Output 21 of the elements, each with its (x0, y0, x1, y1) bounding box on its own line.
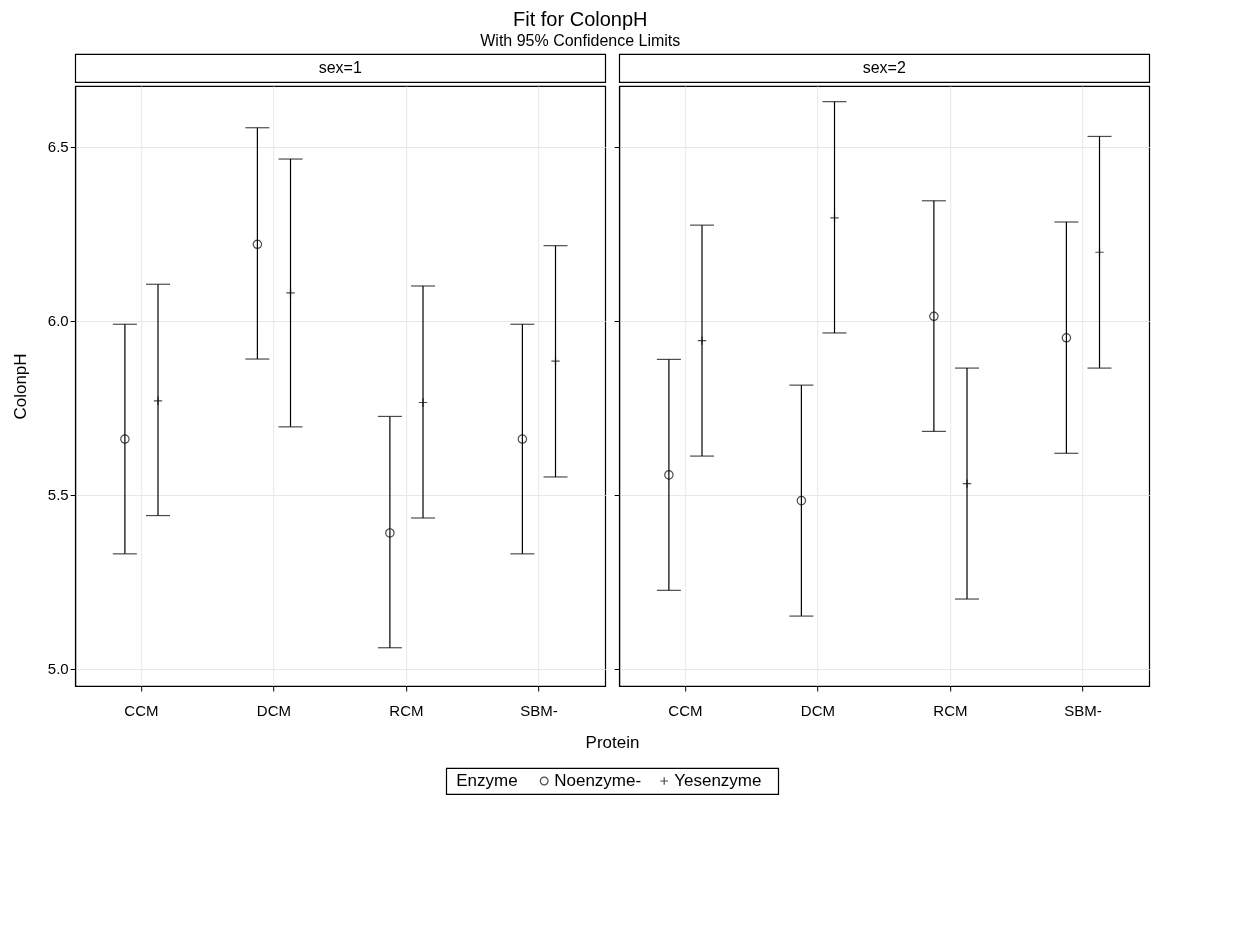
x-tick-label: RCM (933, 701, 968, 719)
legend-label: Yesenzyme (674, 771, 762, 790)
x-tick-label: SBM- (1064, 701, 1102, 719)
x-tick-label: DCM (800, 701, 836, 719)
y-tick-label: 6.5 (47, 138, 69, 156)
x-axis-title: Protein (585, 733, 640, 752)
x-tick-label: RCM (389, 701, 424, 719)
x-tick-label: CCM (124, 701, 159, 719)
y-axis-title: ColonpH (10, 353, 30, 420)
text: sex=1 (318, 59, 362, 76)
y-tick-label: 6.0 (47, 312, 69, 330)
legend-label: Noenzyme- (554, 771, 642, 790)
chart-subtitle: With 95% Confidence Limits (480, 32, 681, 50)
x-tick-label: CCM (668, 701, 703, 719)
y-tick-label: 5.5 (47, 486, 69, 504)
text: sex=2 (862, 59, 906, 76)
x-tick-label: DCM (256, 701, 292, 719)
chart-title: Fit for ColonpH (513, 8, 648, 31)
legend-title: Enzyme (456, 771, 518, 790)
y-tick-label: 5.0 (47, 660, 69, 678)
x-tick-label: SBM- (520, 701, 558, 719)
